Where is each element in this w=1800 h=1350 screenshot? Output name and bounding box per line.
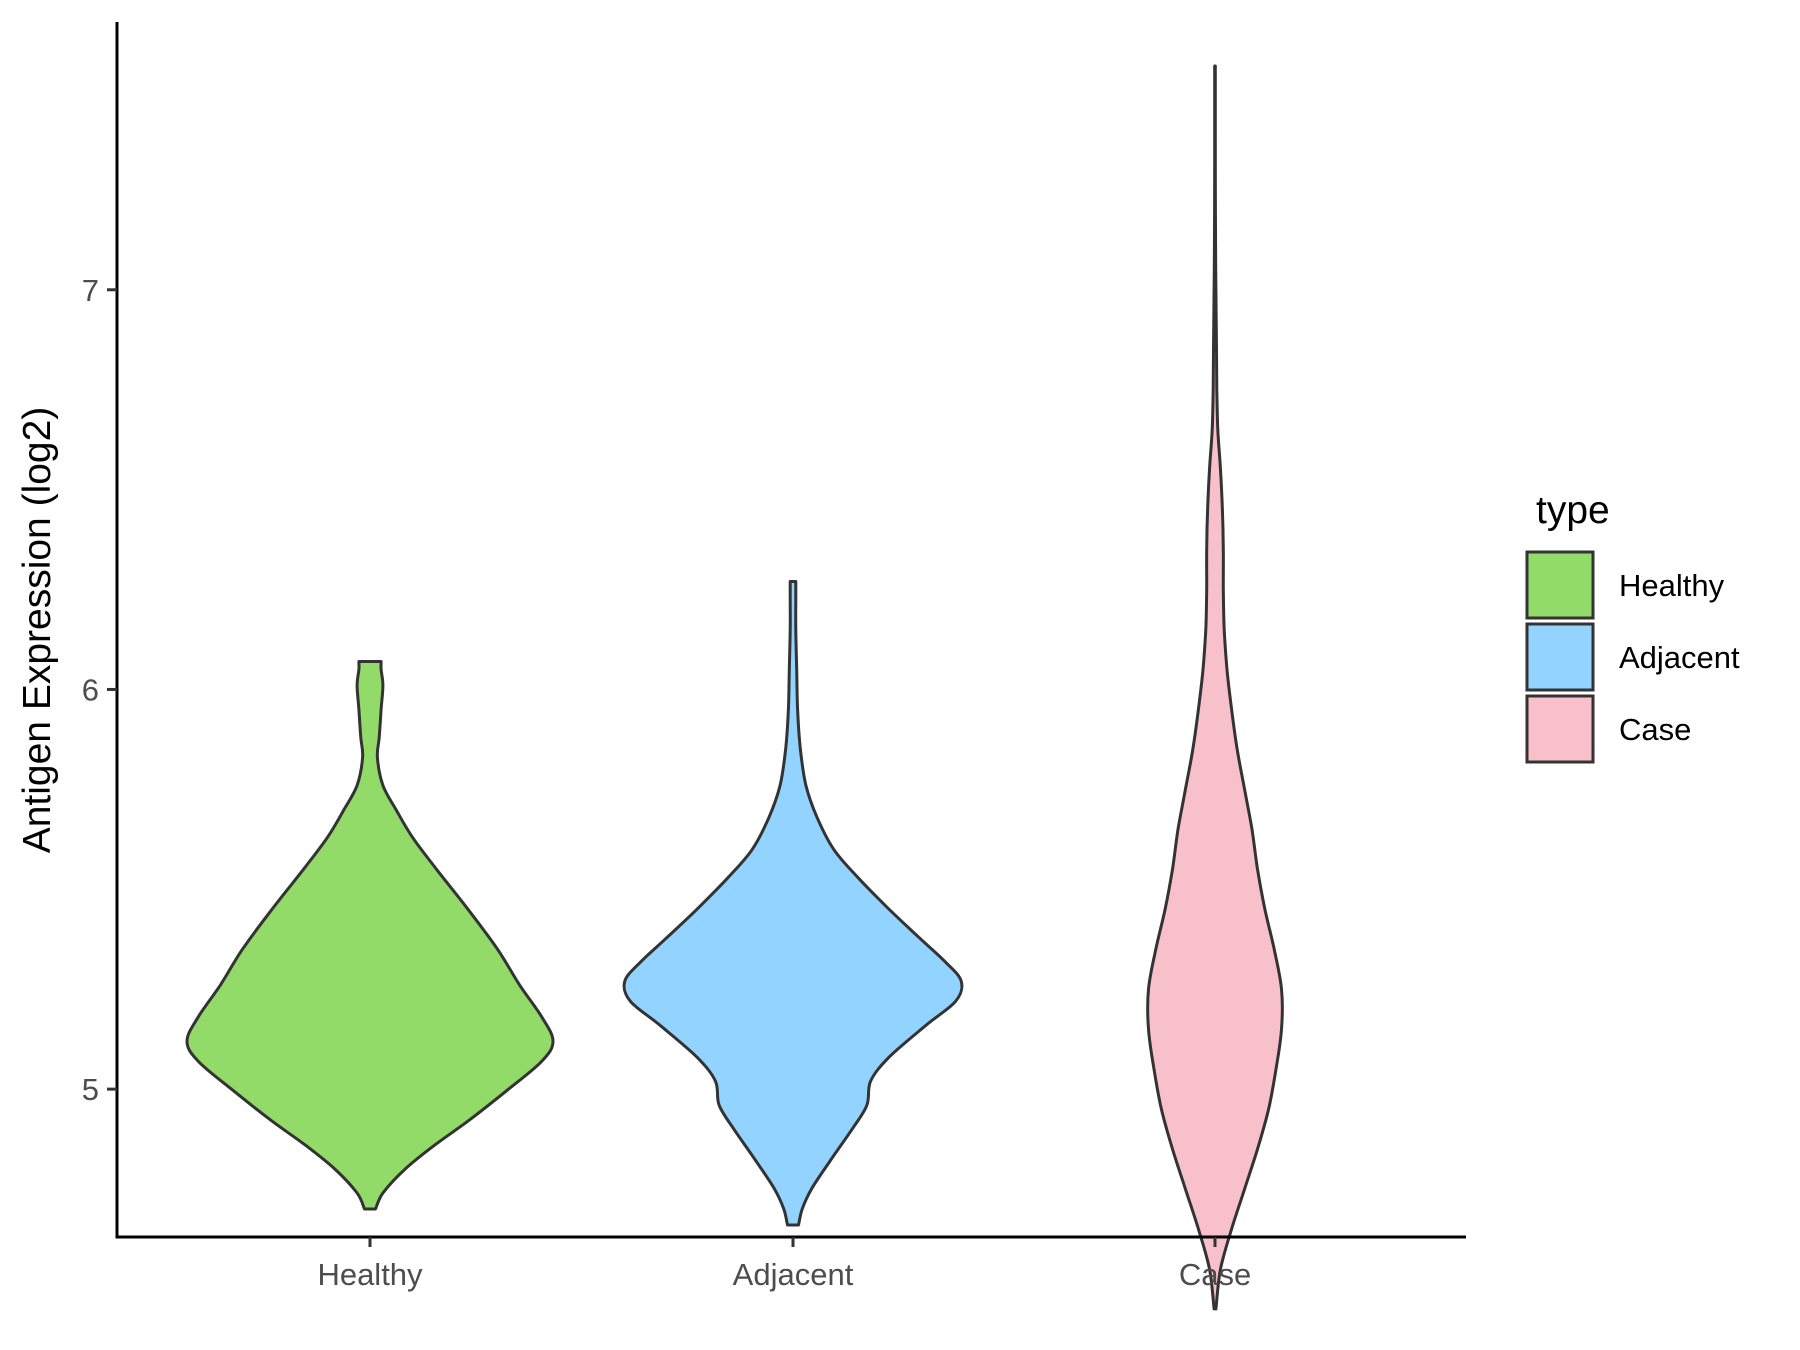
y-axis-title: Antigen Expression (log2) [16,407,59,854]
legend-swatch [1525,694,1595,764]
legend-label: Healthy [1619,568,1725,603]
y-axis-ticks: 5 6 7 [82,273,117,1107]
x-tick-label: Healthy [317,1257,423,1292]
y-tick-label: 5 [82,1072,99,1107]
legend-label: Adjacent [1619,640,1740,675]
y-tick-label: 6 [82,672,99,707]
x-axis-ticks: Healthy Adjacent Case [317,1237,1251,1292]
legend-swatch [1525,622,1595,692]
x-tick-label: Adjacent [733,1257,854,1292]
x-tick-label: Case [1179,1257,1251,1292]
legend-swatch [1525,550,1595,620]
legend-title: type [1536,489,1610,532]
violin-adjacent [622,580,964,1227]
legend-label: Case [1619,712,1691,747]
violin-healthy [185,660,555,1211]
legend-items: Healthy Adjacent Case [1525,550,1740,764]
y-tick-label: 7 [82,273,99,308]
violin-case [1146,64,1284,1311]
legend: type Healthy Adjacent Case [1525,489,1740,764]
violin-layer [185,64,1284,1311]
